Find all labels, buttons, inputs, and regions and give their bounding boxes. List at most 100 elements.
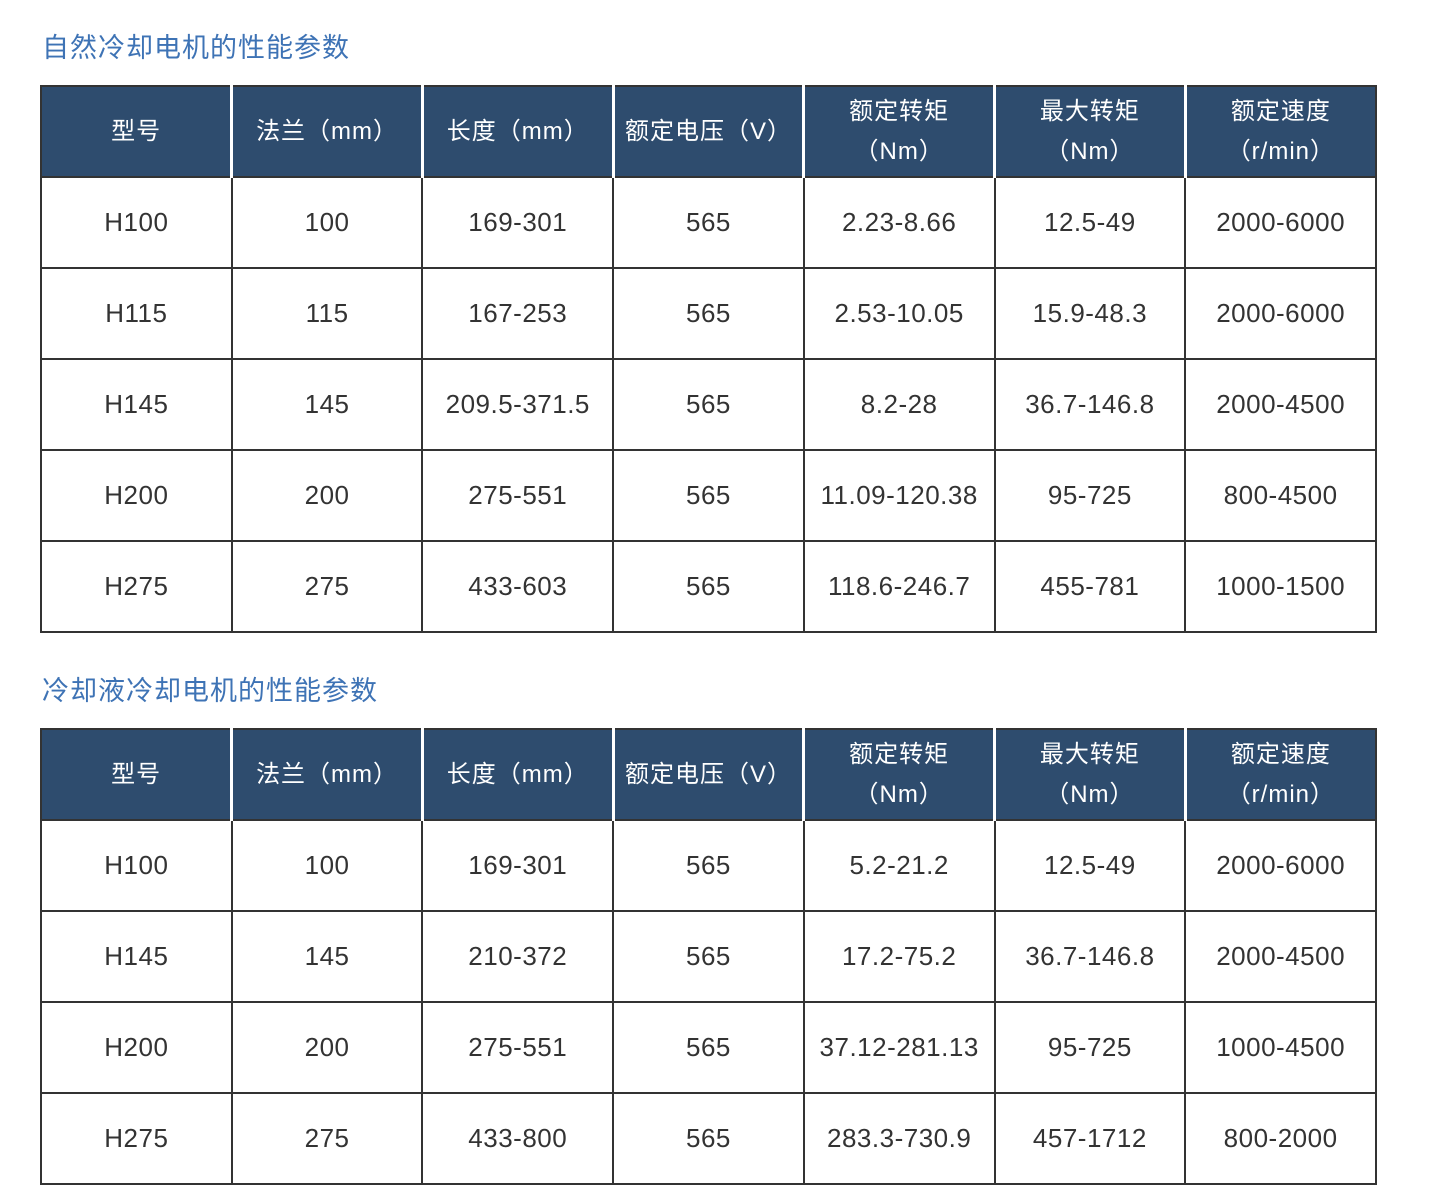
table-cell: 800-2000 (1184, 1092, 1377, 1185)
column-header-line: 额定速度 (1230, 97, 1331, 125)
table-cell: H200 (40, 1001, 233, 1094)
table-row: H275 275 433-603 565 118.6-246.7 455-781 1000-… (40, 540, 1377, 633)
header-row: 型号 法兰（mm） 长度（mm） 额定电压（V） 额定转矩 （Nm） 最大转矩 （Nm） 额定速… (41, 86, 1376, 178)
table-row: H200 200 275-551 565 37.12-281.13 95-725 1000-… (40, 1001, 1377, 1094)
table-cell: H115 (40, 267, 233, 360)
table-cell: 565 (612, 540, 805, 633)
table-cell: 565 (612, 910, 805, 1003)
table-header-row: 型号 法兰（mm） 长度（mm） 额定电压（V） 额定转矩 （Nm） 最大转矩 （Nm） 额定速… (41, 86, 1376, 178)
column-header-line: 法兰（mm） (256, 117, 399, 145)
table-cell: 1000-4500 (1184, 1001, 1377, 1094)
column-header: 额定转矩 （Nm） (802, 729, 995, 821)
table-cell: 2.53-10.05 (802, 267, 996, 360)
table-cell: 36.7-146.8 (993, 910, 1187, 1003)
table-cell: 433-800 (421, 1092, 615, 1185)
column-header: 最大转矩 （Nm） (993, 86, 1186, 178)
natural-cooling-motor-table: 型号 法兰（mm） 长度（mm） 额定电压（V） 额定转矩 （Nm） 最大转矩 （Nm） 额定速… (40, 85, 1377, 633)
table-cell: 12.5-49 (993, 176, 1187, 269)
column-header-line: （Nm） (1045, 780, 1135, 808)
table-cell: 209.5-371.5 (421, 358, 615, 451)
table-cell: 145 (230, 358, 424, 451)
table-cell: 2000-6000 (1184, 267, 1377, 360)
table-cell: H145 (40, 358, 233, 451)
table-cell: 433-603 (421, 540, 615, 633)
header-row: 型号 法兰（mm） 长度（mm） 额定电压（V） 额定转矩 （Nm） 最大转矩 （Nm） 额定速… (41, 729, 1376, 821)
table-cell: 457-1712 (993, 1092, 1187, 1185)
column-header: 型号 (41, 729, 232, 821)
table-row: H275 275 433-800 565 283.3-730.9 457-1712 800-… (40, 1092, 1377, 1185)
table-cell: 200 (230, 449, 424, 542)
table-cell: 115 (230, 267, 424, 360)
table-cell: 118.6-246.7 (802, 540, 996, 633)
column-header-line: （Nm） (1045, 137, 1135, 165)
column-header: 法兰（mm） (230, 86, 423, 178)
column-header: 最大转矩 （Nm） (993, 729, 1186, 821)
table-cell: 565 (612, 449, 805, 542)
table-cell: 36.7-146.8 (993, 358, 1187, 451)
column-header-line: （Nm） (854, 137, 944, 165)
table-cell: 800-4500 (1184, 449, 1377, 542)
table-row: H100 100 169-301 565 2.23-8.66 12.5-49 2000-60… (40, 176, 1377, 269)
column-header-line: 额定转矩 (849, 97, 950, 125)
table-body: H100 100 169-301 565 5.2-21.2 12.5-49 2000-600… (40, 819, 1377, 1185)
table-cell: 210-372 (421, 910, 615, 1003)
column-header: 额定速度 （r/min） (1183, 729, 1376, 821)
column-header-line: 额定电压（V） (624, 760, 792, 788)
table-cell: H100 (40, 819, 233, 912)
table-cell: 167-253 (421, 267, 615, 360)
table-cell: 8.2-28 (802, 358, 996, 451)
column-header-line: （r/min） (1226, 137, 1336, 165)
table-row: H145 145 209.5-371.5 565 8.2-28 36.7-146.8 200… (40, 358, 1377, 451)
column-header-line: 额定转矩 (849, 740, 950, 768)
table-row: H115 115 167-253 565 2.53-10.05 15.9-48.3 2000… (40, 267, 1377, 360)
table-cell: H200 (40, 449, 233, 542)
column-header: 法兰（mm） (230, 729, 423, 821)
table-cell: 565 (612, 267, 805, 360)
table-body: H100 100 169-301 565 2.23-8.66 12.5-49 2000-60… (40, 176, 1377, 633)
table-cell: 275 (230, 1092, 424, 1185)
column-header: 长度（mm） (420, 729, 614, 821)
table-cell: 5.2-21.2 (802, 819, 996, 912)
table-cell: H145 (40, 910, 233, 1003)
table-cell: 11.09-120.38 (802, 449, 996, 542)
column-header-line: （r/min） (1226, 780, 1336, 808)
table-cell: 95-725 (993, 449, 1187, 542)
column-header-line: 长度（mm） (446, 760, 589, 788)
section-title-liquid-cooling: 冷却液冷却电机的性能参数 (42, 676, 378, 706)
table-cell: 2.23-8.66 (802, 176, 996, 269)
table-cell: 1000-1500 (1184, 540, 1377, 633)
column-header: 额定电压（V） (611, 729, 804, 821)
table-cell: 565 (612, 1001, 805, 1094)
column-header-line: 额定电压（V） (624, 117, 792, 145)
table-row: H145 145 210-372 565 17.2-75.2 36.7-146.8 2000… (40, 910, 1377, 1003)
table-cell: 2000-4500 (1184, 910, 1377, 1003)
table-cell: 565 (612, 176, 805, 269)
table-cell: 283.3-730.9 (802, 1092, 996, 1185)
column-header: 额定转矩 （Nm） (802, 86, 995, 178)
table-cell: 15.9-48.3 (993, 267, 1187, 360)
column-header-line: 型号 (111, 117, 162, 145)
table-cell: H275 (40, 1092, 233, 1185)
column-header: 长度（mm） (420, 86, 614, 178)
column-header: 型号 (41, 86, 232, 178)
table-cell: 169-301 (421, 176, 615, 269)
table-header-row: 型号 法兰（mm） 长度（mm） 额定电压（V） 额定转矩 （Nm） 最大转矩 （Nm） 额定速… (41, 729, 1376, 821)
table-cell: 2000-4500 (1184, 358, 1377, 451)
table-cell: 145 (230, 910, 424, 1003)
table-cell: 565 (612, 819, 805, 912)
liquid-cooling-motor-table: 型号 法兰（mm） 长度（mm） 额定电压（V） 额定转矩 （Nm） 最大转矩 （Nm） 额定速… (40, 728, 1377, 1185)
column-header: 额定速度 （r/min） (1183, 86, 1376, 178)
table-cell: 565 (612, 1092, 805, 1185)
column-header-line: 最大转矩 (1039, 97, 1140, 125)
table-cell: 12.5-49 (993, 819, 1187, 912)
column-header-line: （Nm） (854, 780, 944, 808)
table-cell: 565 (612, 358, 805, 451)
table-cell: H275 (40, 540, 233, 633)
table-row: H200 200 275-551 565 11.09-120.38 95-725 800-4… (40, 449, 1377, 542)
table-cell: 2000-6000 (1184, 819, 1377, 912)
section-title-natural-cooling: 自然冷却电机的性能参数 (42, 33, 350, 63)
table-cell: 275 (230, 540, 424, 633)
table-cell: 275-551 (421, 449, 615, 542)
table-cell: 100 (230, 176, 424, 269)
table-cell: 169-301 (421, 819, 615, 912)
